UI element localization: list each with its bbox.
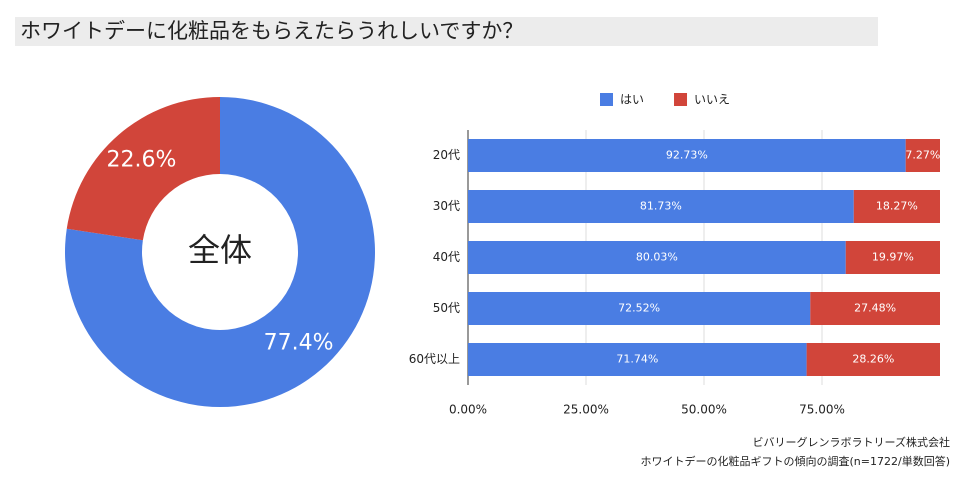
bar-segment xyxy=(468,241,846,274)
bar-value-label: 19.97% xyxy=(872,251,914,264)
title-band xyxy=(15,17,878,46)
slice-label: 77.4% xyxy=(264,330,334,355)
source-line: ホワイトデーの化粧品ギフトの傾向の調査(n=1722/単数回答) xyxy=(641,454,950,468)
x-tick-label: 50.00% xyxy=(681,403,727,417)
bar-value-label: 27.48% xyxy=(854,302,896,315)
bar-segment xyxy=(468,190,854,223)
bar-value-label: 92.73% xyxy=(666,149,708,162)
slice-label: 22.6% xyxy=(107,148,177,173)
bar-value-label: 18.27% xyxy=(876,200,918,213)
legend-swatch xyxy=(600,93,613,106)
x-tick-label: 0.00% xyxy=(449,403,487,417)
bar-value-label: 71.74% xyxy=(616,353,658,366)
y-tick-label: 20代 xyxy=(433,148,460,162)
donut-slice xyxy=(65,97,376,408)
legend-label: いいえ xyxy=(694,93,730,107)
bar-segment xyxy=(468,343,807,376)
x-tick-label: 25.00% xyxy=(563,403,609,417)
bar-segment xyxy=(468,139,906,172)
bar-value-label: 7.27% xyxy=(905,149,940,162)
legend-swatch xyxy=(674,93,688,106)
y-tick-label: 30代 xyxy=(433,199,460,213)
bar-segment xyxy=(810,292,940,325)
source-line: ビバリーグレンラボラトリーズ株式会社 xyxy=(753,435,950,449)
donut-slice xyxy=(66,97,221,241)
bar-segment xyxy=(853,190,940,223)
x-tick-label: 75.00% xyxy=(799,403,845,417)
bar-value-label: 28.26% xyxy=(852,353,894,366)
legend-label: はい xyxy=(620,93,644,107)
bar-value-label: 72.52% xyxy=(618,302,660,315)
page-title: ホワイトデーに化粧品をもらえたらうれしいですか？ xyxy=(20,19,523,43)
y-tick-label: 50代 xyxy=(433,301,460,315)
bar-segment xyxy=(468,292,811,325)
y-tick-label: 60代以上 xyxy=(409,352,460,366)
bar-value-label: 81.73% xyxy=(640,200,682,213)
bar-segment xyxy=(845,241,940,274)
y-tick-label: 40代 xyxy=(433,250,460,264)
bar-segment xyxy=(905,139,940,172)
bar-segment xyxy=(806,343,940,376)
center-label: 全体 xyxy=(188,231,252,269)
bar-value-label: 80.03% xyxy=(636,251,678,264)
